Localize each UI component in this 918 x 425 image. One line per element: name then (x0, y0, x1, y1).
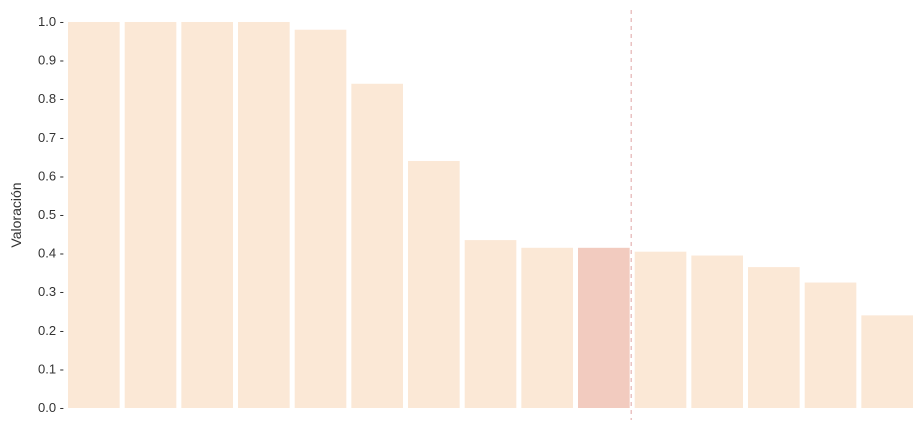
y-tick-label: 0.5 - (38, 207, 64, 222)
y-tick-label: 0.1 - (38, 361, 64, 376)
bar (294, 29, 347, 408)
y-tick-label: 1.0 - (38, 14, 64, 29)
y-tick-label: 0.2 - (38, 323, 64, 338)
bar (181, 22, 233, 408)
bar-highlighted (578, 247, 630, 408)
bar (124, 22, 177, 408)
y-tick-label: 0.6 - (38, 168, 64, 183)
y-tick-label: 0.8 - (38, 91, 64, 106)
bar (238, 22, 290, 408)
y-tick-label: 0.4 - (38, 246, 64, 261)
bar (464, 240, 517, 408)
bar (804, 282, 857, 408)
y-tick-label: 0.7 - (38, 130, 64, 145)
y-axis-label: Valoración (8, 182, 24, 247)
y-tick-label: 0.0 - (38, 400, 64, 415)
y-axis-ticks: 0.0 - 0.1 - 0.2 - 0.3 - 0.4 - 0.5 - 0.6 - 0.7 -… (38, 14, 64, 415)
bar (521, 247, 573, 408)
bar (691, 255, 743, 408)
bar (634, 251, 687, 408)
bar (408, 160, 460, 408)
y-tick-label: 0.9 - (38, 53, 64, 68)
bar (861, 315, 913, 408)
bar (351, 83, 403, 408)
bar (748, 267, 800, 408)
bar (68, 22, 120, 408)
bars-group (68, 22, 913, 408)
y-tick-label: 0.3 - (38, 284, 64, 299)
